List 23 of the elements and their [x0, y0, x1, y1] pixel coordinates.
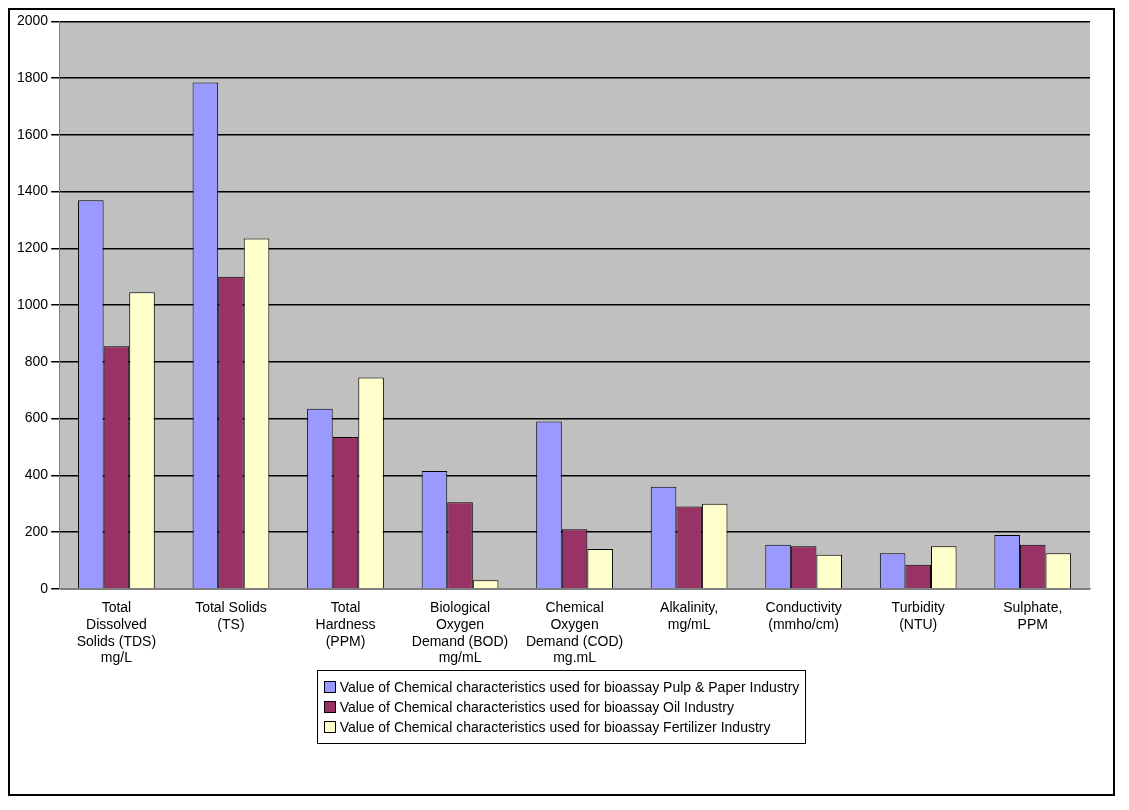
y-tick-label: 1400 [16, 182, 49, 199]
y-tick-label: 200 [24, 522, 49, 539]
x-tick-label: Total Hardness (PPM) [315, 599, 376, 649]
legend-label: Value of Chemical characteristics used for bioassay Pulp & Paper Industry [339, 679, 800, 695]
x-tick-label: Total Solids (TS) [195, 599, 267, 632]
y-tick-label: 2000 [16, 12, 49, 29]
x-tick-label: Alkalinity, mg/mL [660, 599, 719, 632]
x-tick-label: Total Dissolved Solids (TDS) mg/L [76, 599, 157, 666]
legend-label: Value of Chemical characteristics used for bioassay Fertilizer Industry [339, 719, 771, 735]
y-tick-label: 400 [24, 466, 49, 483]
y-tick-label: 1000 [16, 295, 49, 312]
y-tick-label: 1800 [16, 69, 49, 85]
x-tick-label: Turbidity (NTU) [891, 599, 945, 632]
y-tick-label: 600 [24, 409, 49, 426]
y-tick-label: 800 [24, 352, 49, 369]
x-tick-label: Chemical Oxygen Demand (COD) mg.mL [525, 599, 624, 666]
legend-label: Value of Chemical characteristics used for bioassay Oil Industry [339, 699, 734, 715]
x-tick-label: Biological Oxygen Demand (BOD) mg/mL [411, 599, 509, 666]
x-tick-label: Conductivity (mmho/cm) [765, 599, 842, 632]
y-tick-label: 1200 [16, 239, 49, 256]
y-tick-label: 1600 [16, 125, 49, 142]
x-tick-label: Sulphate, PPM [1003, 599, 1063, 632]
y-tick-label: 0 [40, 579, 49, 596]
